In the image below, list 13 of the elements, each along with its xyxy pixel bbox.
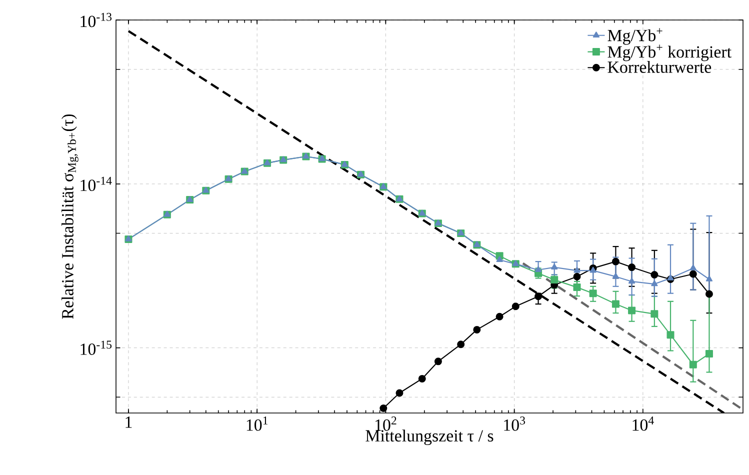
x-tick-label: 1: [126, 416, 132, 428]
x-tick-label: 10$^{3}$: [504, 416, 526, 431]
x-tick-label: 10$^{1}$: [246, 416, 268, 431]
y-tick-label: 10$^{-13}$: [80, 12, 112, 28]
legend-label: Mg/Yb$^{+}$: [608, 28, 662, 45]
y-tick-label: 10$^{-15}$: [80, 340, 112, 355]
legend-label: Korrekturwerte: [608, 60, 712, 73]
y-axis-title: Relative Instabilität σ$_{Mg,Yb+}$(τ): [62, 114, 78, 319]
x-tick-label: 10$^{2}$: [376, 416, 396, 431]
x-tick-label: 10$^{4}$: [632, 416, 654, 431]
legend-label: Mg/Yb$^{+}$ korrigiert: [608, 44, 732, 62]
x-axis-title: Mittelungszeit τ / s: [366, 430, 494, 446]
y-tick-label: 10$^{-14}$: [80, 176, 112, 192]
